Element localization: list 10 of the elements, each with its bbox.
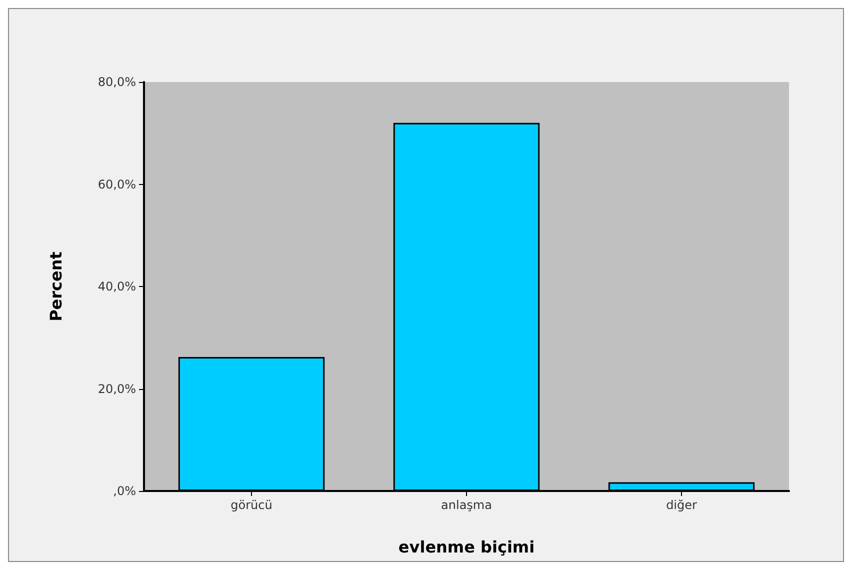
y-axis-title: Percent (46, 251, 66, 322)
y-tick-label: ,0% (113, 484, 136, 498)
y-tick-label: 60,0% (98, 177, 136, 192)
y-tick-label: 80,0% (98, 75, 136, 89)
y-tick-label: 20,0% (98, 382, 136, 396)
x-axis-title: evlenme biçimi (398, 538, 535, 556)
x-tick-label: diğer (666, 498, 698, 512)
y-tick-label: 40,0% (98, 280, 136, 294)
x-tick-label: görücü (230, 498, 272, 512)
x-tick-label: anlaşma (441, 498, 492, 512)
